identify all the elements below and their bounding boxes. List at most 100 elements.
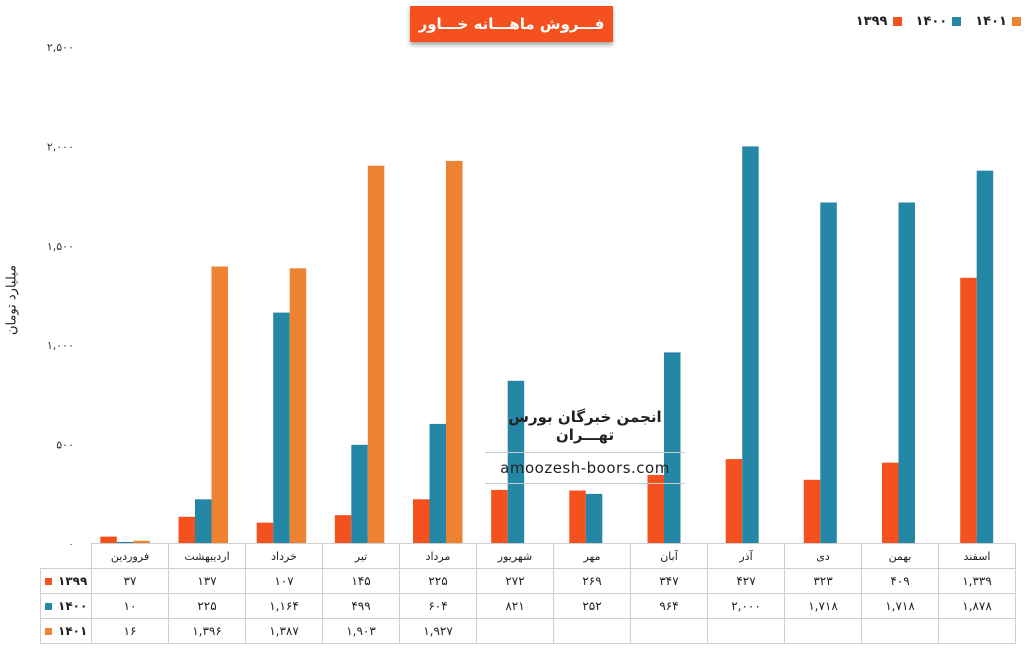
bar-1399 xyxy=(100,536,117,544)
data-label xyxy=(553,618,631,644)
table-row: ۱۳۹۹ ۳۷ ۱۳۷ ۱۰۷ ۱۴۵ ۲۲۵ ۲۷۲ ۲۶۹ ۳۴۷ ۴۲۷ ۳۲۳ ۴۰۹ ۱,۳۳… xyxy=(40,568,1016,594)
data-label: ۱۳۷ xyxy=(168,568,246,594)
data-label: ۴۰۹ xyxy=(861,568,939,594)
category-label: بهمن xyxy=(861,543,939,569)
legend-swatch-1399 xyxy=(892,17,902,26)
bar-1401 xyxy=(367,165,385,544)
bar-1399 xyxy=(491,489,508,544)
data-label: ۳۷ xyxy=(91,568,169,594)
data-label: ۱,۸۷۸ xyxy=(938,593,1016,619)
bar-1399 xyxy=(882,462,899,544)
category-label: آبان xyxy=(630,543,708,569)
bar-1399 xyxy=(725,459,743,544)
series-label: ۱۴۰۱ xyxy=(40,618,92,644)
data-label xyxy=(476,618,554,644)
legend-swatch-1400 xyxy=(952,17,962,26)
data-label: ۴۹۹ xyxy=(322,593,400,619)
legend-item-1400: ۱۴۰۰ xyxy=(916,14,962,29)
bar-1400 xyxy=(820,202,837,544)
data-label: ۱,۳۸۷ xyxy=(245,618,323,644)
series-label: ۱۴۰۰ xyxy=(40,593,92,619)
legend-label-1400: ۱۴۰۰ xyxy=(915,14,948,29)
bar-1399 xyxy=(413,499,430,544)
data-label: ۱,۱۶۴ xyxy=(245,593,323,619)
data-table: فروردین اردیبهشت خرداد تیر مرداد شهریور مهر آبا… xyxy=(40,543,1016,644)
data-label xyxy=(938,618,1016,644)
category-label: مهر xyxy=(553,543,631,569)
category-label: دی xyxy=(784,543,862,569)
category-label: فروردین xyxy=(91,543,169,569)
y-tick-label: ۲,۰۰۰ xyxy=(47,140,74,153)
category-label: خرداد xyxy=(245,543,323,569)
data-label: ۲۶۹ xyxy=(553,568,631,594)
bar-1400 xyxy=(898,202,915,544)
data-label xyxy=(707,618,785,644)
series-swatch xyxy=(45,628,52,635)
y-tick-label: ۱,۵۰۰ xyxy=(47,240,74,253)
data-label: ۱,۷۱۸ xyxy=(861,593,939,619)
bar-1399 xyxy=(647,475,664,544)
watermark: انجمن خبرگان بورس تهـــران amoozesh-boor… xyxy=(485,408,685,484)
legend-item-1399: ۱۳۹۹ xyxy=(856,14,902,29)
bar-1400 xyxy=(429,423,446,544)
category-label: اسفند xyxy=(938,543,1016,569)
bar-1399 xyxy=(178,516,195,544)
data-label: ۲۲۵ xyxy=(168,593,246,619)
category-label: مرداد xyxy=(399,543,477,569)
bar-1400 xyxy=(585,493,603,544)
data-label: ۱۶ xyxy=(91,618,169,644)
legend-swatch-1401 xyxy=(1012,17,1021,26)
bar-1400 xyxy=(351,444,368,544)
bar-1401 xyxy=(446,160,463,544)
data-label: ۱۰ xyxy=(91,593,169,619)
table-corner xyxy=(40,543,92,569)
category-label: اردیبهشت xyxy=(168,543,246,569)
data-label: ۱,۳۹۶ xyxy=(168,618,246,644)
table-row: ۱۴۰۰ ۱۰ ۲۲۵ ۱,۱۶۴ ۴۹۹ ۶۰۴ ۸۲۱ ۲۵۲ ۹۶۴ ۲,۰۰۰ ۱,۷۱۸ ۱… xyxy=(40,593,1016,619)
data-label: ۲۷۲ xyxy=(476,568,554,594)
bar-1399 xyxy=(803,479,821,544)
legend-item-1401: ۱۴۰۱ xyxy=(975,14,1021,29)
data-label: ۲۵۲ xyxy=(553,593,631,619)
data-label: ۳۴۷ xyxy=(630,568,708,594)
y-tick-label: ۱,۰۰۰ xyxy=(47,339,74,352)
data-label: ۹۶۴ xyxy=(630,593,708,619)
data-label: ۱,۹۲۷ xyxy=(399,618,477,644)
bar-1400 xyxy=(195,499,212,544)
data-label: ۸۲۱ xyxy=(476,593,554,619)
series-label: ۱۳۹۹ xyxy=(40,568,92,594)
table-header-row: فروردین اردیبهشت خرداد تیر مرداد شهریور مهر آبا… xyxy=(40,543,1016,569)
data-label xyxy=(630,618,708,644)
y-tick-label: ۰ xyxy=(68,538,74,545)
data-label: ۲,۰۰۰ xyxy=(707,593,785,619)
bar-chart: ۰ ۵۰۰ ۱,۰۰۰ ۱,۵۰۰ ۲,۰۰۰ ۲,۵۰۰ xyxy=(47,41,994,545)
data-label: ۶۰۴ xyxy=(399,593,477,619)
data-label xyxy=(861,618,939,644)
bar-1399 xyxy=(334,515,352,544)
watermark-url: amoozesh-boors.com xyxy=(485,453,685,484)
y-tick-label: ۵۰۰ xyxy=(56,439,74,452)
data-label: ۱۴۵ xyxy=(322,568,400,594)
bar-1400 xyxy=(664,352,681,544)
data-label: ۱۰۷ xyxy=(245,568,323,594)
chart-title: فـــروش ماهـــانه خـــاور xyxy=(410,6,613,42)
legend-label-1401: ۱۴۰۱ xyxy=(975,14,1007,29)
series-swatch xyxy=(45,603,52,610)
category-label: شهریور xyxy=(476,543,554,569)
legend-label-1399: ۱۳۹۹ xyxy=(855,14,888,29)
bar-1399 xyxy=(960,277,977,544)
bar-1401 xyxy=(289,268,307,544)
bar-1400 xyxy=(742,146,759,544)
data-label: ۱,۷۱۸ xyxy=(784,593,862,619)
category-label: آذر xyxy=(707,543,785,569)
data-label: ۳۲۳ xyxy=(784,568,862,594)
data-label xyxy=(784,618,862,644)
bar-1399 xyxy=(256,522,274,544)
data-label: ۱,۹۰۳ xyxy=(322,618,400,644)
data-label: ۱,۳۳۹ xyxy=(938,568,1016,594)
bar-1401 xyxy=(211,266,228,544)
watermark-title: انجمن خبرگان بورس تهـــران xyxy=(485,408,685,453)
table-row: ۱۴۰۱ ۱۶ ۱,۳۹۶ ۱,۳۸۷ ۱,۹۰۳ ۱,۹۲۷ xyxy=(40,618,1016,644)
series-swatch xyxy=(45,578,52,585)
bar-1401 xyxy=(133,540,150,544)
